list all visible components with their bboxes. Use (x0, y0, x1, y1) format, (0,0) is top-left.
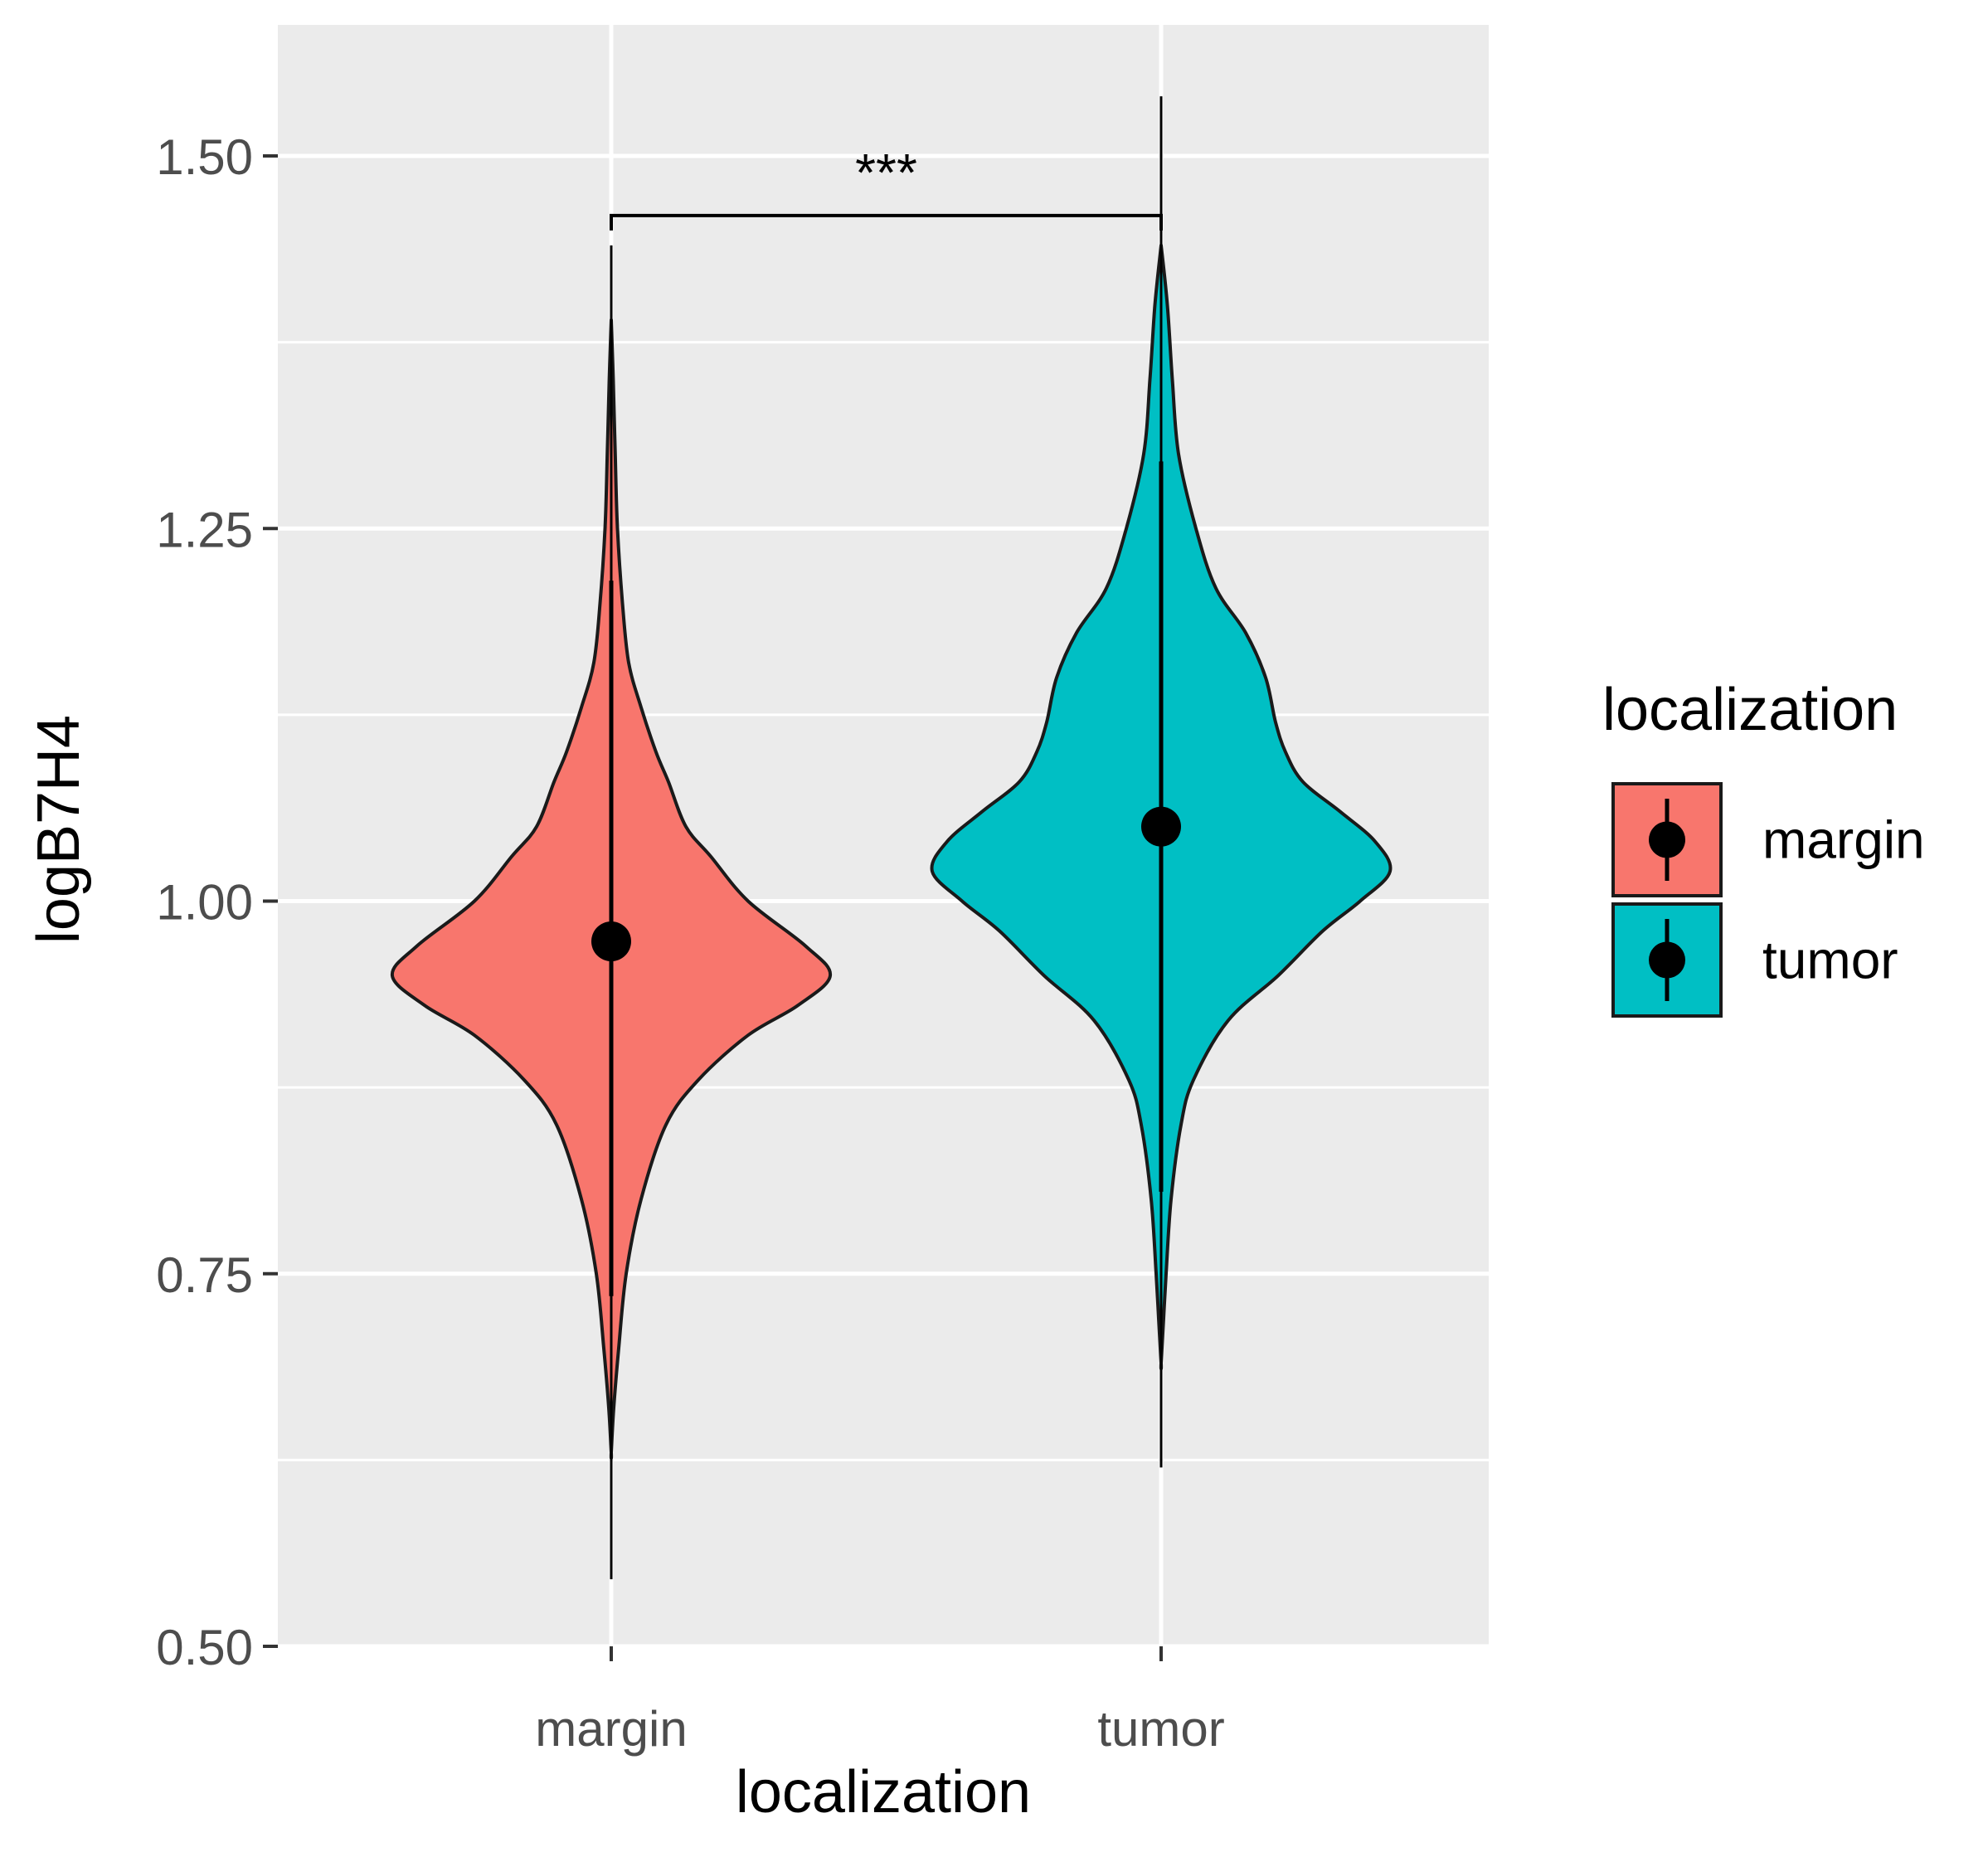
y-axis-title: logB7H4 (26, 715, 92, 944)
axes: 0.50 0.75 1.00 1.25 1.50 margin tumor (156, 129, 1224, 1757)
x-tick-label: tumor (1097, 1701, 1224, 1757)
significance-annotation: *** (610, 143, 1163, 231)
legend: localization margin tumor (1602, 677, 1925, 1018)
legend-title: localization (1602, 677, 1898, 743)
significance-label: *** (855, 143, 917, 202)
mean-point-margin (591, 921, 631, 962)
violins (390, 96, 1393, 1580)
legend-key-point (1649, 821, 1685, 858)
y-tick-label: 1.25 (156, 502, 253, 557)
y-tick-label: 1.50 (156, 129, 253, 185)
y-tick-label: 0.50 (156, 1620, 253, 1675)
x-tick-label: margin (535, 1701, 687, 1757)
significance-bracket (610, 213, 1163, 231)
mean-point-tumor (1141, 806, 1181, 847)
legend-key-point (1649, 941, 1685, 979)
legend-label-margin: margin (1762, 810, 1925, 870)
legend-label-tumor: tumor (1762, 931, 1898, 990)
y-tick-label: 0.75 (156, 1247, 253, 1303)
x-axis-title: localization (736, 1759, 1031, 1825)
y-tick-label: 1.00 (156, 875, 253, 931)
